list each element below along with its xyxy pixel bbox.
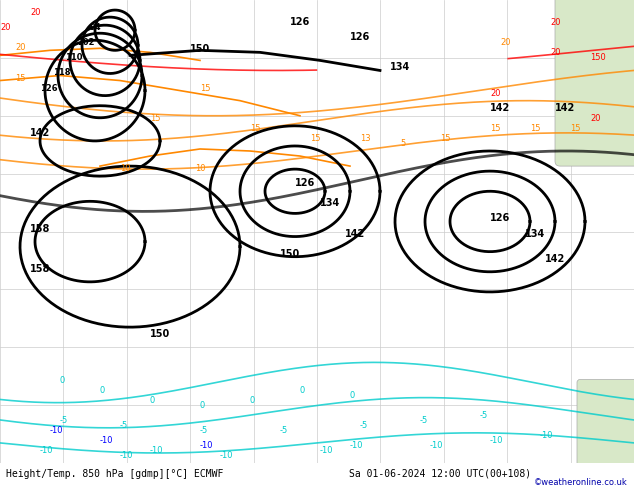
Text: 0: 0 <box>100 386 105 394</box>
Text: -10: -10 <box>220 451 233 460</box>
Text: 0: 0 <box>60 375 65 385</box>
Text: -10: -10 <box>40 446 53 455</box>
Text: 15: 15 <box>440 134 451 143</box>
Text: ©weatheronline.co.uk: ©weatheronline.co.uk <box>534 478 628 487</box>
Text: 118: 118 <box>53 69 70 77</box>
Text: 0: 0 <box>350 391 355 400</box>
Text: 20: 20 <box>15 43 25 52</box>
Text: -10: -10 <box>430 441 444 450</box>
Text: 142: 142 <box>555 103 575 113</box>
Text: 150: 150 <box>280 249 301 259</box>
Text: 15: 15 <box>150 114 160 123</box>
Text: Height/Temp. 850 hPa [gdmp][°C] ECMWF: Height/Temp. 850 hPa [gdmp][°C] ECMWF <box>6 469 224 479</box>
Text: 142: 142 <box>345 228 365 239</box>
Text: 0: 0 <box>150 395 155 405</box>
Text: 15: 15 <box>530 124 541 133</box>
Text: -10: -10 <box>150 446 164 455</box>
Text: 158: 158 <box>30 264 50 274</box>
Text: 126: 126 <box>40 84 58 93</box>
Text: 126: 126 <box>350 32 370 42</box>
Text: -5: -5 <box>200 426 208 435</box>
Text: 20: 20 <box>550 49 560 57</box>
Text: 126: 126 <box>295 178 315 188</box>
Text: -5: -5 <box>480 411 488 420</box>
Text: -5: -5 <box>360 421 368 430</box>
Text: 0: 0 <box>200 401 205 410</box>
Text: -10: -10 <box>350 441 363 450</box>
Text: 20: 20 <box>0 23 11 32</box>
Text: 15: 15 <box>310 134 321 143</box>
Text: 20: 20 <box>490 89 500 98</box>
Text: 10: 10 <box>195 164 205 173</box>
Text: 150: 150 <box>150 329 171 339</box>
Text: 134: 134 <box>390 62 410 73</box>
Text: 5: 5 <box>400 139 405 148</box>
FancyBboxPatch shape <box>555 0 634 166</box>
Text: 0: 0 <box>300 386 305 394</box>
Text: 20: 20 <box>30 8 41 17</box>
Text: -5: -5 <box>60 416 68 425</box>
Text: -5: -5 <box>420 416 428 425</box>
Text: -5: -5 <box>280 426 288 435</box>
Text: 10: 10 <box>120 164 131 173</box>
FancyBboxPatch shape <box>577 379 634 466</box>
Text: 142: 142 <box>545 254 566 264</box>
Text: 134: 134 <box>525 228 545 239</box>
Text: 110: 110 <box>65 53 82 62</box>
Text: 0: 0 <box>250 395 256 405</box>
Text: -10: -10 <box>120 451 134 460</box>
Text: Sa 01-06-2024 12:00 UTC(00+108): Sa 01-06-2024 12:00 UTC(00+108) <box>349 469 531 479</box>
Text: 150: 150 <box>590 53 605 62</box>
Text: -10: -10 <box>200 441 214 450</box>
Text: -10: -10 <box>540 431 553 440</box>
Text: 15: 15 <box>490 124 500 133</box>
Text: 15: 15 <box>200 84 210 93</box>
Text: 150: 150 <box>190 44 210 54</box>
Text: 15: 15 <box>15 74 25 82</box>
Text: 15: 15 <box>250 124 261 133</box>
Text: 134: 134 <box>320 198 340 208</box>
Text: 126: 126 <box>290 17 310 27</box>
Text: -10: -10 <box>320 446 333 455</box>
Text: 142: 142 <box>30 128 50 138</box>
Text: 102: 102 <box>77 38 94 48</box>
Text: 158: 158 <box>30 223 50 234</box>
Text: 94: 94 <box>90 23 101 32</box>
Text: 126: 126 <box>490 214 510 223</box>
Text: -10: -10 <box>100 436 113 445</box>
Text: -5: -5 <box>120 421 128 430</box>
Text: -10: -10 <box>490 436 503 445</box>
Text: 142: 142 <box>490 103 510 113</box>
Text: 20: 20 <box>500 38 510 48</box>
Text: 20: 20 <box>550 18 560 27</box>
Text: -10: -10 <box>50 426 63 435</box>
Text: 15: 15 <box>570 124 581 133</box>
Text: 20: 20 <box>590 114 600 123</box>
Text: 13: 13 <box>360 134 371 143</box>
